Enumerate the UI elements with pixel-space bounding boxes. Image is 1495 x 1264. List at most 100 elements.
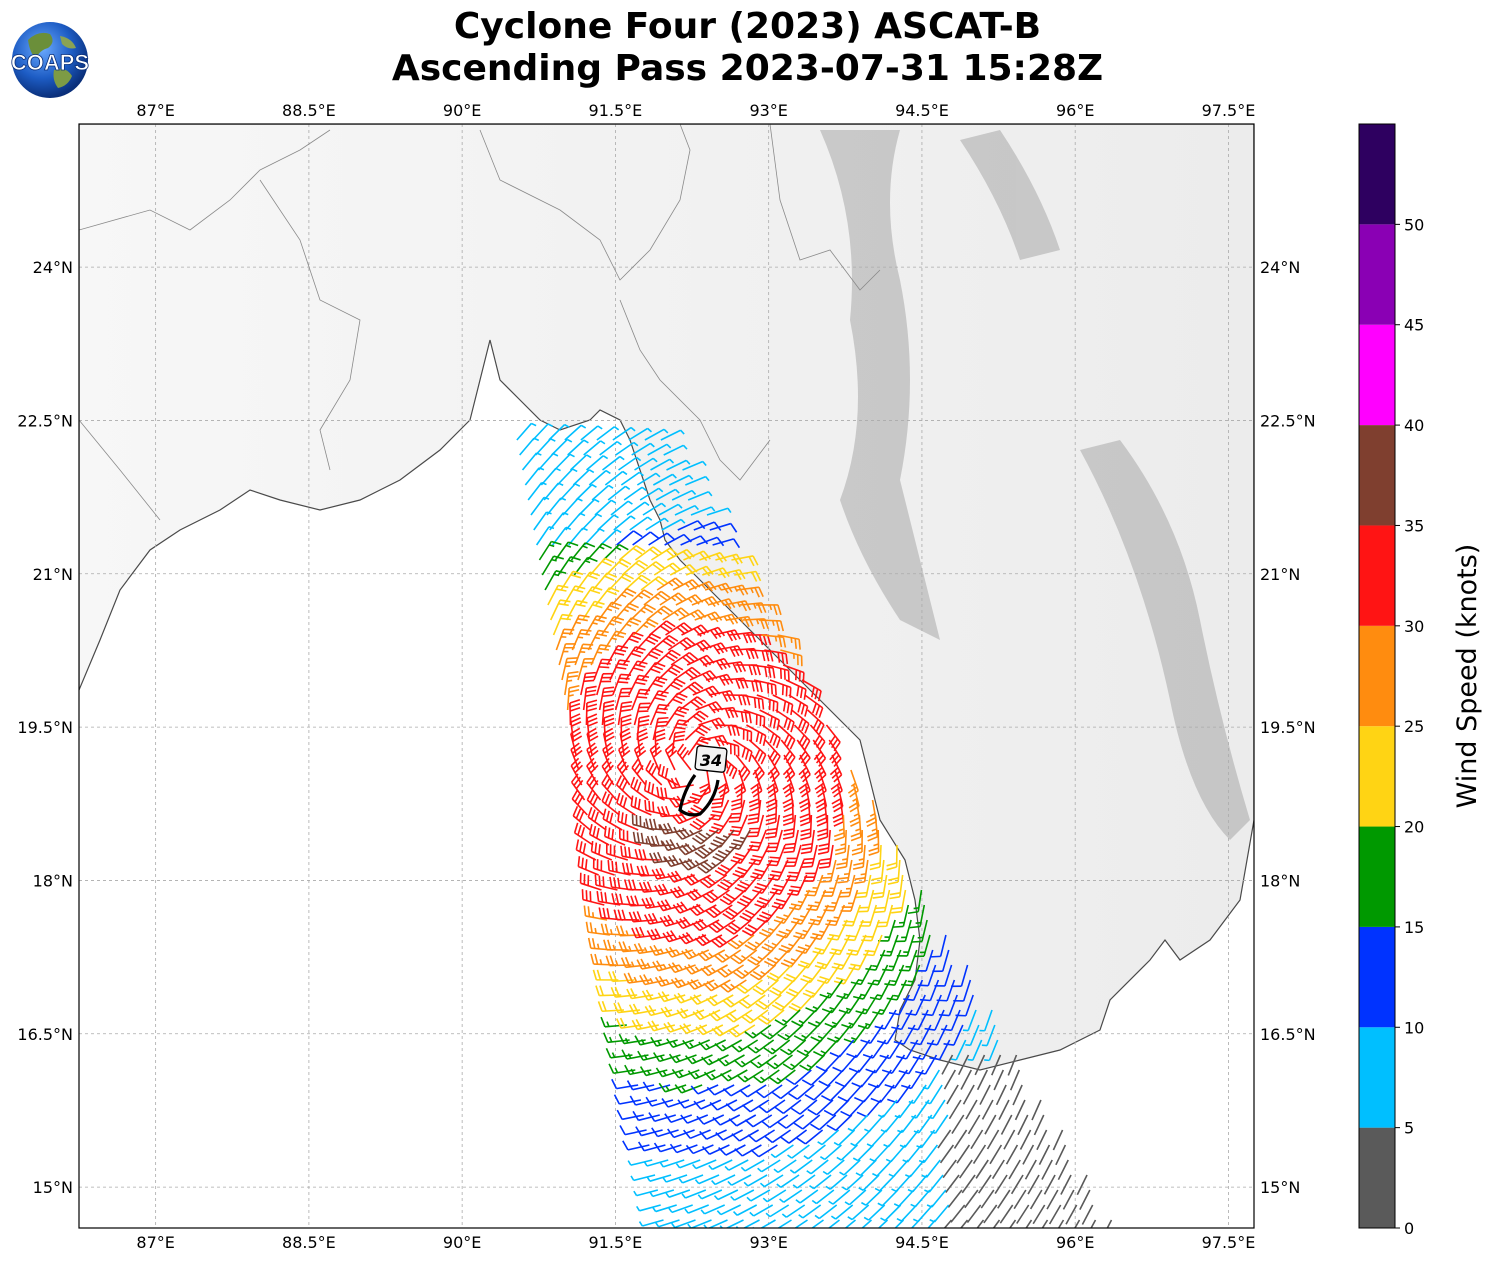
wind-barb — [630, 776, 650, 801]
wind-barb — [755, 604, 782, 616]
wind-barb — [869, 844, 882, 871]
wind-barb — [620, 471, 644, 486]
wind-barb — [719, 661, 747, 673]
wind-barb — [602, 543, 629, 561]
wind-barb — [614, 687, 632, 711]
colorbar-tick-label: 50 — [1404, 215, 1424, 234]
wind-barb — [654, 649, 681, 666]
wind-barb — [631, 442, 655, 456]
wind-barb — [530, 496, 550, 516]
wind-barb — [676, 743, 692, 771]
wind-barb — [793, 724, 811, 751]
wind-barb — [600, 529, 622, 546]
wind-barb — [593, 658, 613, 681]
wind-barb — [801, 679, 822, 702]
wind-barb — [655, 488, 680, 501]
wind-barb — [546, 497, 567, 516]
gridlines — [79, 124, 1254, 1228]
colorbar-tick-label: 5 — [1404, 1119, 1414, 1138]
wind-barb — [665, 706, 690, 726]
wind-barb — [782, 664, 805, 683]
wind-barb — [583, 440, 606, 456]
wind-barb — [717, 739, 740, 757]
wind-barb — [643, 590, 671, 606]
wind-barb — [771, 889, 795, 910]
wind-barb — [571, 629, 592, 651]
wind-barb — [734, 874, 760, 893]
wind-barb — [891, 889, 907, 914]
wind-barb — [708, 814, 733, 835]
wind-barb — [612, 673, 632, 696]
wind-barb — [674, 504, 699, 516]
wind-barb — [838, 874, 856, 898]
wind-barb — [621, 862, 647, 876]
wind-barb — [527, 481, 547, 501]
wind-barb — [666, 459, 691, 471]
globe-logo-icon: COAPS — [10, 22, 90, 98]
wind-barb — [825, 904, 846, 927]
wind-barb — [665, 622, 693, 636]
wind-barb — [607, 860, 631, 876]
wind-barb — [798, 769, 811, 798]
wind-barb — [758, 619, 785, 632]
wind-barb — [677, 842, 706, 856]
wind-barb — [728, 799, 746, 823]
wind-barb — [736, 586, 764, 598]
colorbar-tick-label: 30 — [1404, 617, 1424, 636]
wind-barb — [857, 889, 875, 913]
wind-barb — [764, 649, 789, 665]
logo-text: COAPS — [11, 50, 89, 75]
wind-barb — [598, 686, 615, 711]
wind-barb — [867, 814, 879, 842]
wind-barb — [723, 600, 752, 612]
wind-barb — [627, 589, 654, 606]
wind-barb — [601, 774, 618, 801]
colorbar-tick-label: 15 — [1404, 918, 1424, 937]
wind-barb — [804, 874, 824, 897]
wind-barb — [573, 822, 594, 846]
wind-barb — [626, 501, 650, 516]
wind-barb — [521, 452, 542, 471]
wind-barb — [663, 692, 688, 711]
wind-barb — [671, 489, 697, 501]
wind-barb — [587, 629, 609, 651]
wind-barb — [833, 814, 846, 842]
wind-barb — [603, 825, 626, 846]
wind-barb — [766, 664, 790, 681]
wind-barb — [661, 518, 686, 531]
wind-barb — [575, 483, 597, 501]
wind-barb — [649, 703, 670, 726]
wind-barb — [714, 859, 741, 877]
wind-barb — [552, 613, 573, 636]
wind-barb — [669, 795, 697, 808]
wind-barb — [710, 829, 735, 848]
wind-barb — [726, 615, 754, 628]
wind-barb — [872, 874, 888, 899]
wind-barb — [559, 483, 581, 501]
wind-barb — [561, 657, 578, 681]
wind-barb — [800, 829, 815, 855]
wind-barb — [812, 739, 827, 767]
wind-barb — [538, 540, 562, 561]
wind-barb — [612, 426, 636, 441]
wind-barb — [519, 437, 540, 456]
wind-barb — [674, 827, 703, 840]
wind-barb — [566, 684, 580, 711]
wind-barb — [682, 460, 707, 471]
wind-barb — [642, 502, 667, 516]
wind-barb — [656, 786, 681, 801]
wind-barb — [830, 769, 843, 798]
wind-barb — [568, 527, 588, 546]
wind-barb — [740, 694, 765, 710]
wind-barb — [565, 512, 586, 531]
wind-barb — [568, 614, 590, 636]
wind-barb — [540, 467, 561, 486]
wind-barb — [835, 844, 850, 870]
wind-barb — [584, 615, 607, 636]
wind-barb — [663, 444, 688, 456]
wind-barb — [785, 679, 807, 700]
wind-barb — [613, 909, 640, 921]
wind-barb — [887, 859, 901, 885]
wind-barb — [632, 618, 659, 636]
wind-barb — [605, 558, 632, 576]
